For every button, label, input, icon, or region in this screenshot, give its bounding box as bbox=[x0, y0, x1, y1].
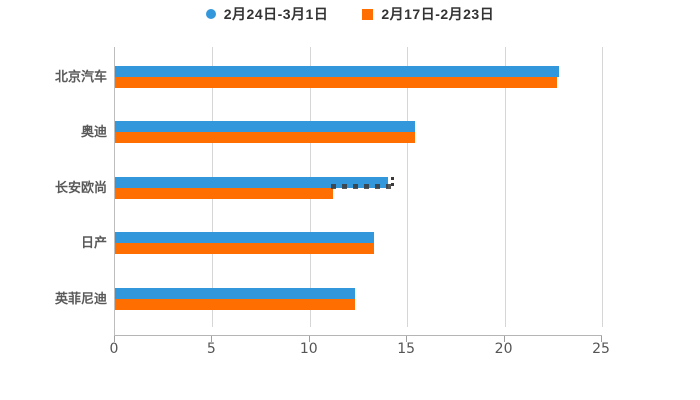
legend: 2月24日-3月1日 2月17日-2月23日 bbox=[0, 4, 700, 24]
bar-series0-row1 bbox=[115, 121, 415, 133]
category-label: 北京汽车 bbox=[54, 69, 107, 84]
category-label: 长安欧尚 bbox=[54, 179, 107, 195]
legend-circle-marker-icon bbox=[205, 9, 216, 19]
x-axis-tick bbox=[503, 336, 505, 342]
x-tick-label: 0 bbox=[109, 341, 119, 357]
x-axis-tick bbox=[308, 336, 310, 342]
legend-label-series-0: 2月24日-3月1日 bbox=[223, 6, 329, 22]
x-tick-label: 15 bbox=[397, 341, 416, 357]
x-tick-label: 10 bbox=[299, 341, 318, 357]
bar-series0-row4 bbox=[115, 287, 355, 299]
x-axis-tick bbox=[601, 336, 602, 342]
category-label: 英菲尼迪 bbox=[54, 290, 107, 306]
category-label: 日产 bbox=[80, 235, 107, 251]
clipped-text-artifact-dots bbox=[391, 176, 394, 186]
gridline-25 bbox=[602, 47, 603, 327]
bar-series0-row2 bbox=[115, 176, 388, 188]
legend-square-marker-icon bbox=[362, 8, 374, 20]
bar-series1-row2 bbox=[115, 187, 334, 199]
x-axis-tick bbox=[114, 336, 115, 342]
bar-series1-row0 bbox=[115, 77, 558, 88]
category-label: 奥迪 bbox=[80, 124, 107, 140]
x-tick-label: 5 bbox=[206, 341, 216, 357]
legend-item-series-0[interactable]: 2月24日-3月1日 bbox=[205, 4, 329, 24]
bar-series0-row0 bbox=[115, 66, 560, 77]
bar-series1-row4 bbox=[115, 298, 355, 310]
x-axis-tick bbox=[406, 336, 408, 342]
legend-item-series-1[interactable]: 2月17日-2月23日 bbox=[362, 4, 494, 24]
bar-series1-row1 bbox=[115, 132, 415, 144]
x-tick-label: 25 bbox=[592, 341, 610, 357]
x-tick-label: 20 bbox=[494, 341, 513, 357]
plot-area bbox=[114, 47, 603, 336]
x-axis-tick bbox=[211, 336, 213, 342]
bar-series1-row3 bbox=[115, 243, 375, 255]
gridline-20 bbox=[504, 47, 506, 327]
bar-series0-row3 bbox=[115, 232, 375, 244]
clipped-text-artifact bbox=[331, 183, 396, 189]
legend-label-series-1: 2月17日-2月23日 bbox=[381, 6, 495, 22]
gridline-15 bbox=[407, 47, 409, 327]
